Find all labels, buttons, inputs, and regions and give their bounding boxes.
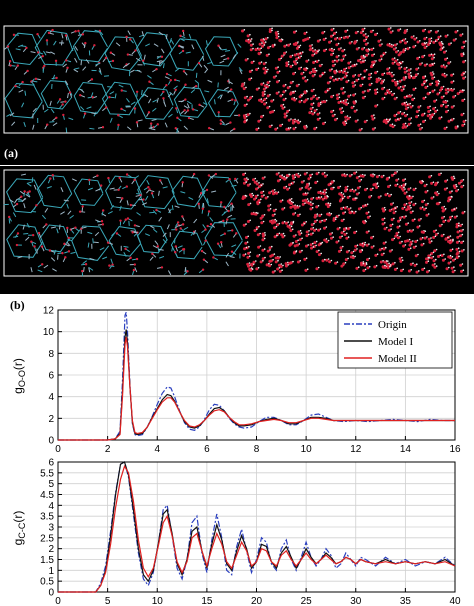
x-tick-label: 4 <box>154 444 160 455</box>
panel-label-a: (a) <box>4 146 18 160</box>
x-tick-label: 35 <box>400 596 412 606</box>
series-line-model2 <box>58 337 455 441</box>
y-tick-label: 2 <box>48 414 54 425</box>
y-axis-label-sub: O-O <box>17 370 27 387</box>
y-tick-label: 3 <box>48 523 54 534</box>
legend-entry-label: Model I <box>378 336 413 348</box>
y-tick-label: 4 <box>48 501 54 512</box>
legend-entry-label: Model II <box>378 353 417 365</box>
rdf-plot-1: 0 2 4 6 8 10 12 14 16 0 2 4 6 8 10 12 gO-O(r) Origin Model… <box>11 306 461 456</box>
y-axis-label-tail: (r) <box>11 358 25 370</box>
y-tick-label: 6 <box>48 458 54 469</box>
x-tick-label: 2 <box>105 444 111 455</box>
y-tick-label: 5.5 <box>40 468 54 479</box>
y-tick-label: 10 <box>43 327 55 338</box>
x-tick-label: 6 <box>204 444 210 455</box>
x-tick-label: 15 <box>201 596 213 606</box>
rdf-plot-2: 0 5 10 15 20 25 30 35 4000.511.522.533.544.555.5… <box>11 458 461 606</box>
simulation-snapshot-a <box>0 0 474 165</box>
panel-label-b: (b) <box>10 298 25 312</box>
x-tick-label: 0 <box>55 596 61 606</box>
x-tick-label: 12 <box>350 444 362 455</box>
molecular-structure-image-a <box>3 25 469 134</box>
liquid-water <box>240 27 467 132</box>
y-axis-label-main: g <box>11 387 25 394</box>
hydrate-cages <box>3 172 243 277</box>
y-tick-label: 8 <box>48 349 54 360</box>
x-tick-label: 14 <box>400 444 412 455</box>
y-axis-label-tail: (r) <box>11 511 25 523</box>
y-tick-label: 4.5 <box>40 490 54 501</box>
x-tick-label: 40 <box>449 596 461 606</box>
x-tick-label: 8 <box>254 444 260 455</box>
series-line-origin <box>58 461 456 593</box>
x-tick-label: 20 <box>251 596 263 606</box>
x-tick-label: 10 <box>152 596 164 606</box>
liquid-water <box>241 171 466 274</box>
x-tick-label: 5 <box>105 596 111 606</box>
y-tick-label: 0.5 <box>40 577 54 588</box>
y-tick-label: 4 <box>48 392 54 403</box>
y-axis-label-main: g <box>11 539 25 546</box>
y-axis-label: gC-C(r) <box>11 511 27 546</box>
x-tick-label: 10 <box>301 444 313 455</box>
y-tick-label: 3.5 <box>40 512 54 523</box>
y-tick-label: 2.5 <box>40 533 54 544</box>
y-axis-label-sub: C-C <box>17 522 27 538</box>
legend: Origin Model I Model II <box>337 311 453 369</box>
y-tick-label: 1.5 <box>40 555 54 566</box>
y-tick-label: 2 <box>48 544 54 555</box>
rdf-charts: 0 2 4 6 8 10 12 14 16024681012gO-O(r)OriginModel… <box>11 306 461 606</box>
hydrate-cages <box>3 28 243 133</box>
simulation-box <box>3 169 469 277</box>
y-tick-label: 12 <box>43 306 55 317</box>
series-line-origin <box>58 311 455 441</box>
y-tick-label: 5 <box>48 479 54 490</box>
legend-entry-label: Origin <box>378 319 407 331</box>
x-tick-label: 25 <box>301 596 313 606</box>
molecular-structure-image-b <box>3 169 469 277</box>
x-tick-label: 16 <box>449 444 461 455</box>
x-tick-label: 0 <box>55 444 61 455</box>
y-tick-label: 0 <box>48 436 54 447</box>
series-line-model2 <box>58 464 456 593</box>
simulation-snapshot-b <box>0 166 474 294</box>
y-tick-label: 0 <box>48 588 54 599</box>
y-axis-label: gO-O(r) <box>11 358 27 394</box>
x-tick-label: 30 <box>350 596 362 606</box>
simulation-box <box>3 25 469 134</box>
y-tick-label: 6 <box>48 371 54 382</box>
y-tick-label: 1 <box>48 566 54 577</box>
